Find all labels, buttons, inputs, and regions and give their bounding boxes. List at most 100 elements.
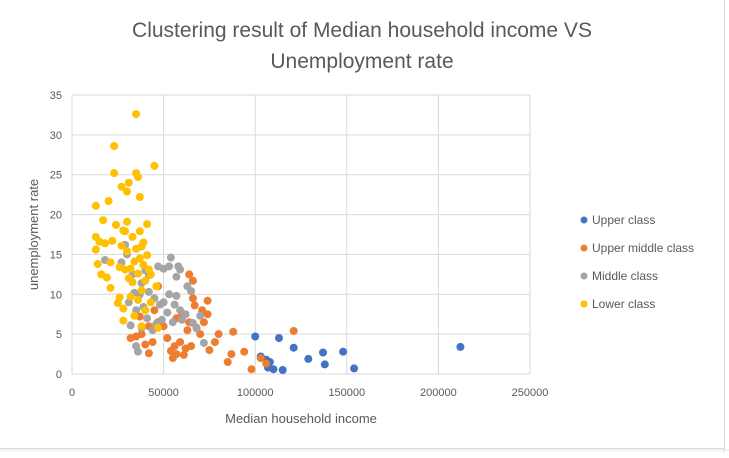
data-point-upper-class [350,364,359,373]
data-point-middle-class [165,262,174,271]
data-point-lower-class [146,270,155,279]
data-point-upper-class [456,342,465,351]
data-point-upper-middle-class [262,359,271,368]
data-point-lower-class [91,245,100,254]
data-point-upper-middle-class [137,330,146,339]
data-point-middle-class [168,318,177,327]
data-point-lower-class [141,276,150,285]
data-point-lower-class [146,298,155,307]
data-point-lower-class [139,238,148,247]
chart-area[interactable]: 0 5 10 15 20 25 30 35 0 50000 100000 150000 200000 25… [0,0,725,449]
data-point-upper-middle-class [199,318,208,327]
data-point-lower-class [152,282,161,291]
data-point-lower-class [117,182,126,191]
data-point-middle-class [134,347,142,356]
data-point-lower-class [110,169,119,178]
data-point-lower-class [123,187,131,196]
data-point-middle-class [176,306,185,315]
data-point-lower-class [126,292,135,301]
data-point-lower-class [119,316,128,325]
data-point-upper-middle-class [150,306,159,315]
data-point-upper-class [339,347,348,356]
data-point-upper-middle-class [185,270,194,279]
x-tick-label: 200000 [420,387,457,399]
data-point-lower-class [124,178,133,187]
data-point-upper-middle-class [148,338,157,347]
x-tick-label: 0 [69,387,75,399]
data-point-middle-class [170,300,179,309]
data-point-upper-middle-class [256,354,265,363]
data-point-middle-class [172,291,181,300]
data-point-lower-class [134,173,142,182]
data-point-lower-class [132,110,141,119]
legend-label: Upper middle class [592,241,694,255]
data-point-lower-class [128,232,137,241]
data-point-upper-middle-class [176,338,185,347]
data-point-middle-class [192,324,201,333]
x-tick-label: 250000 [512,387,549,399]
y-tick-label: 15 [50,249,62,261]
data-point-lower-class [104,197,113,205]
data-point-middle-class [166,253,175,262]
data-point-lower-class [143,220,152,229]
x-tick-label: 150000 [328,387,365,399]
legend-label: Lower class [592,297,655,311]
y-tick-label: 10 [50,289,62,301]
data-point-middle-class [163,308,172,317]
data-point-lower-class [150,161,159,170]
data-point-upper-middle-class [247,365,256,374]
data-point-lower-class [115,293,124,302]
legend[interactable]: Upper class Upper middle class Middle clas… [580,213,695,311]
data-point-upper-middle-class [210,338,219,347]
data-point-upper-class [289,343,298,352]
data-point-upper-middle-class [163,334,172,343]
scatter-plot: 0 5 10 15 20 25 30 35 0 50000 100000 150000 200000 25… [26,90,695,426]
data-point-middle-class [165,290,174,299]
data-point-middle-class [157,315,166,324]
data-point-lower-class [117,241,126,250]
data-point-lower-class [91,201,100,210]
data-point-lower-class [106,283,115,292]
data-point-upper-middle-class [214,330,223,339]
data-point-middle-class [196,311,205,320]
legend-marker [580,300,588,308]
data-point-upper-middle-class [223,358,232,366]
data-point-lower-class [137,322,146,331]
data-point-upper-middle-class [289,327,298,335]
data-point-upper-middle-class [188,276,197,285]
y-tick-label: 25 [50,170,62,182]
data-point-upper-middle-class [205,346,214,355]
data-point-upper-class [320,360,329,369]
data-point-lower-class [137,286,146,295]
data-point-upper-class [269,365,278,374]
data-point-upper-middle-class [183,326,192,335]
y-tick-label: 5 [56,329,62,341]
data-point-lower-class [134,295,142,304]
data-point-upper-class [251,332,260,341]
y-axis-title: unemployment rate [26,179,41,290]
data-point-upper-middle-class [170,342,179,351]
data-point-middle-class [199,338,208,347]
y-tick-label: 0 [56,369,62,381]
data-point-lower-class [101,239,109,248]
legend-marker [580,272,588,280]
chart-title-line-1: Clustering result of Median household in… [132,19,592,42]
data-point-lower-class [119,304,128,313]
data-point-middle-class [172,272,181,281]
data-point-middle-class [143,314,152,323]
x-tick-label: 100000 [237,387,274,399]
data-point-upper-middle-class [172,350,181,359]
x-tick-label: 50000 [148,387,179,399]
data-point-upper-middle-class [203,296,212,305]
data-point-lower-class [102,273,111,282]
legend-marker [580,244,588,252]
data-point-upper-class [304,354,313,363]
data-point-upper-middle-class [190,301,199,310]
y-tick-label: 20 [50,210,62,222]
data-point-lower-class [108,236,117,245]
data-points [91,110,465,374]
legend-label: Middle class [592,269,658,283]
data-point-lower-class [143,251,152,260]
data-point-lower-class [130,311,139,320]
data-point-middle-class [126,321,135,330]
